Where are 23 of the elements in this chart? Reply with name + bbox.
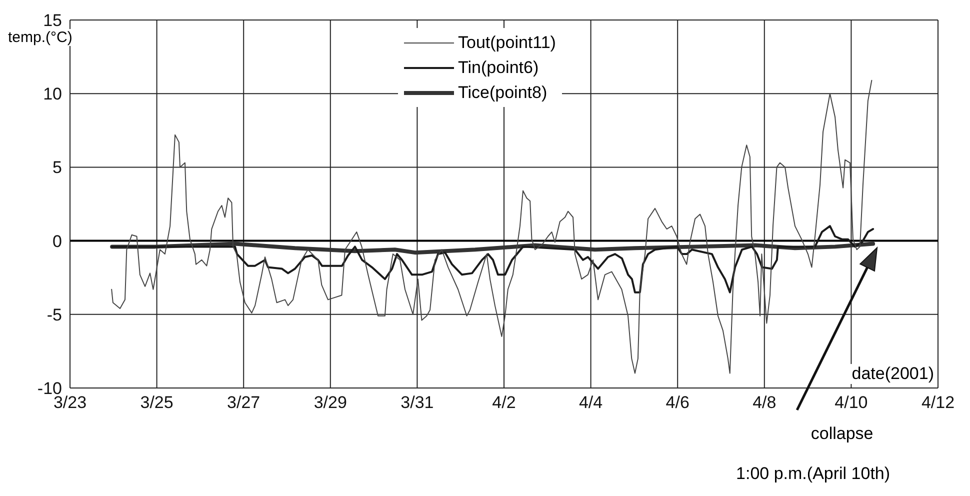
legend-label: Tout(point11) <box>458 32 556 52</box>
y-tick-label: 5 <box>52 158 62 178</box>
x-axis-title: date(2001) <box>850 364 936 384</box>
x-tick-label: 4/2 <box>492 393 516 412</box>
x-tick-label: 4/8 <box>752 393 776 412</box>
y-tick-label: 10 <box>43 84 62 104</box>
y-tick-label: 0 <box>52 232 62 251</box>
text: 1:00 p.m.(April 10th) <box>735 464 892 484</box>
y-axis-title: temp.(°C) <box>8 29 72 46</box>
x-tick-label: 4/12 <box>921 393 955 412</box>
x-tick-label: 3/31 <box>400 393 434 412</box>
x-tick-label: 4/4 <box>578 393 603 412</box>
y-tick-label: -5 <box>46 305 62 324</box>
x-tick-label: 4/6 <box>666 393 690 412</box>
x-tick-label: 3/25 <box>140 393 174 412</box>
legend-label: Tice(point8) <box>458 82 548 102</box>
y-tick-label: 15 <box>43 11 62 30</box>
x-tick-label: 3/23 <box>53 393 87 412</box>
x-tick-label: 3/27 <box>227 393 260 412</box>
legend-label: Tin(point6) <box>458 58 539 78</box>
x-tick-label: 4/10 <box>834 393 868 412</box>
x-tick-label: 3/29 <box>314 393 347 412</box>
text: collapse <box>810 424 874 444</box>
